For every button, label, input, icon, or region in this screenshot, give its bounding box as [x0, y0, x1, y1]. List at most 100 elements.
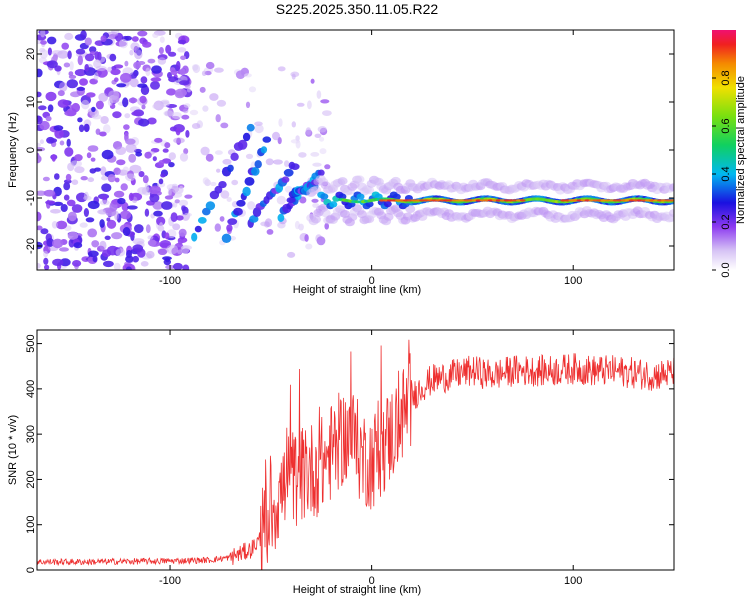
heatmap-cell-24 [124, 60, 129, 67]
heatmap-cell-649 [227, 164, 234, 172]
heatmap-cell-132 [166, 88, 177, 96]
heatmap-cell-301 [84, 37, 92, 46]
heatmap-cell-595 [322, 110, 332, 116]
snr-ytick-label-1: 100 [25, 516, 37, 534]
heatmap-cell-485 [106, 31, 119, 37]
heatmap-cell-249 [67, 50, 72, 60]
heatmap-cell-488 [151, 65, 162, 74]
heatmap-cell-62 [40, 228, 49, 235]
heatmap-cell-228 [156, 181, 166, 188]
heatmap-cell-444 [61, 42, 69, 50]
heatmap-cell-245 [55, 220, 68, 230]
snr-ytick-label-5: 500 [25, 334, 37, 352]
heatmap-cell-476 [63, 62, 71, 68]
heatmap-cell-160 [173, 201, 178, 208]
heatmap-cell-205 [158, 47, 164, 55]
heatmap-cell-499 [71, 179, 79, 185]
heatmap-cell-1256 [451, 199, 458, 202]
heatmap-cell-607 [304, 234, 309, 242]
heatmap-cell-47 [47, 47, 53, 56]
heatmap-cell-681 [281, 176, 290, 183]
heatmap-cell-366 [154, 137, 163, 143]
heatmap-cell-582 [254, 121, 263, 126]
heatmap-cell-124 [181, 114, 190, 120]
heatmap-cell-505 [87, 145, 99, 152]
heatmap-cell-516 [164, 232, 170, 240]
heatmap-cell-393 [138, 118, 150, 127]
heatmap-cell-128 [66, 138, 71, 147]
heatmap-cell-394 [95, 100, 104, 110]
heatmap-cell-267 [77, 117, 83, 123]
heatmap-cell-422 [81, 99, 90, 110]
heatmap-cell-501 [45, 91, 57, 102]
heatmap-cell-376 [142, 175, 149, 184]
snr-ytick-label-4: 400 [25, 380, 37, 398]
heatmap-cell-452 [44, 264, 50, 270]
heatmap-cell-384 [119, 39, 128, 49]
heatmap-cell-365 [145, 67, 151, 77]
heatmap-cell-663 [244, 177, 255, 186]
heatmap-cell-274 [144, 208, 150, 217]
heatmap-cell-351 [59, 140, 65, 146]
heatmap-cell-441 [172, 262, 183, 270]
heatmap-cell-218 [98, 92, 109, 102]
heatmap-cell-210 [37, 142, 41, 148]
heatmap-cell-569 [216, 168, 221, 173]
heatmap-cell-328 [132, 255, 140, 263]
heatmap-cell-1293 [636, 199, 643, 202]
spectrogram-heatmap [37, 30, 674, 270]
snr-panel: -100 0 100 0 100 200 300 400 500 Height of strai… [7, 329, 675, 596]
heatmap-cell-400 [114, 210, 119, 221]
heatmap-cell-631 [298, 223, 304, 231]
heatmap-cell-363 [156, 216, 166, 226]
heatmap-cell-517 [83, 123, 90, 133]
heatmap-cell-297 [125, 138, 136, 145]
heatmap-cell-317 [37, 68, 43, 78]
heatmap-cell-603 [278, 118, 283, 127]
heatmap-cell-428 [43, 189, 56, 197]
heatmap-cell-604 [307, 100, 312, 110]
heatmap-cell-460 [175, 88, 187, 97]
heatmap-cell-572 [189, 109, 199, 116]
heatmap-cell-1039 [383, 200, 392, 208]
heatmap-cell-634 [260, 221, 269, 227]
heatmap-cell-587 [183, 212, 192, 217]
heatmap-cell-531 [184, 194, 193, 199]
heatmap-cell-511 [100, 35, 107, 42]
heatmap-cell-622 [220, 190, 230, 199]
heatmap-cell-263 [177, 238, 183, 245]
heatmap-cell-644 [205, 201, 216, 211]
heatmap-cell-380 [98, 209, 106, 215]
heatmap-cell-13 [74, 166, 85, 174]
heatmap-cell-503 [99, 131, 107, 137]
heatmap-cell-493 [93, 72, 99, 81]
snr-series-line [37, 339, 674, 570]
heatmap-cell-576 [202, 177, 210, 185]
heatmap-cell-551 [299, 196, 307, 204]
heatmap-cell-342 [173, 137, 185, 144]
heatmap-cell-48 [74, 69, 87, 77]
heatmap-cell-588 [324, 164, 331, 170]
heatmap-cell-5 [89, 46, 97, 53]
heatmap-cell-1253 [439, 199, 446, 202]
heatmap-cell-275 [133, 61, 142, 69]
heatmap-cell-469 [153, 210, 163, 217]
heatmap-cell-278 [147, 117, 157, 125]
heatmap-cell-1279 [580, 199, 587, 202]
heatmap-cell-294 [37, 262, 41, 269]
heatmap-cell-656 [226, 224, 233, 232]
heatmap-cell-559 [272, 131, 280, 141]
heatmap-cell-261 [87, 200, 100, 210]
heatmap-cell-655 [221, 233, 232, 243]
heatmap-cell-798 [405, 205, 416, 214]
heatmap-cell-189 [90, 157, 96, 162]
heatmap-cell-432 [83, 208, 89, 217]
heatmap-cell-1274 [560, 199, 566, 202]
heatmap-cell-1249 [423, 199, 429, 202]
heatmap-cell-1018 [320, 193, 329, 200]
heatmap-cell-404 [152, 156, 157, 162]
heatmap-cell-458 [167, 72, 172, 79]
heatmap-cell-148 [39, 47, 46, 53]
heatmap-cell-529 [220, 122, 229, 129]
